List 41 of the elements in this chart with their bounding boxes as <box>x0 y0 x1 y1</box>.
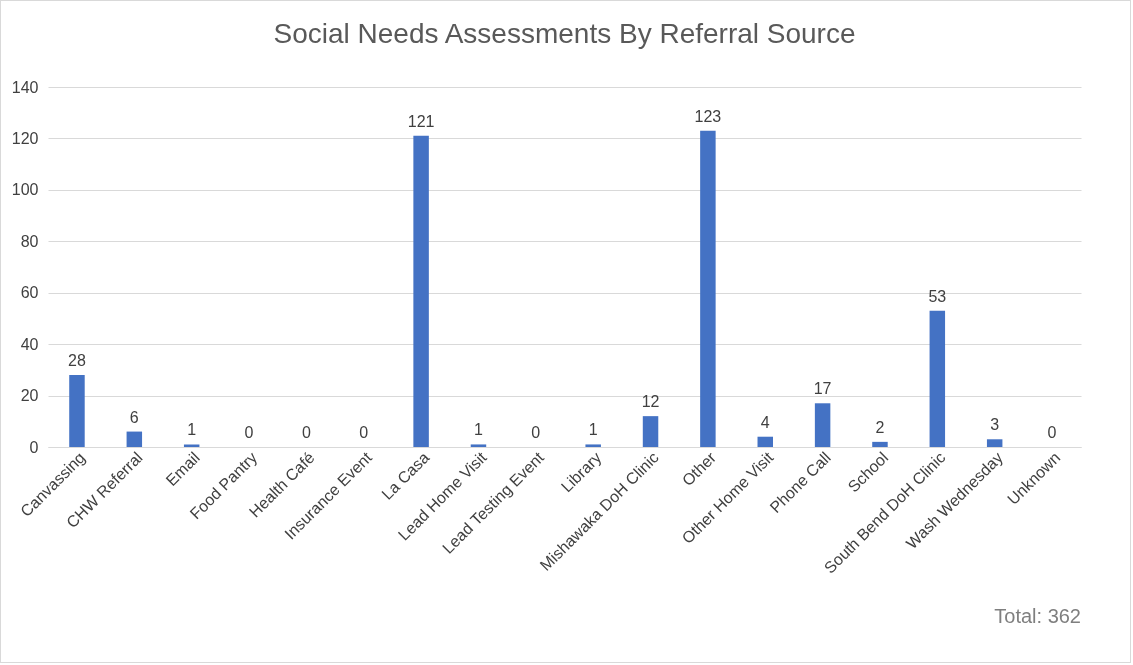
bar <box>69 375 85 447</box>
chart-title: Social Needs Assessments By Referral Source <box>273 18 856 49</box>
data-label: 0 <box>244 424 254 441</box>
bar <box>814 403 831 447</box>
bar <box>126 431 143 447</box>
bar <box>872 441 888 447</box>
data-label: 0 <box>359 424 369 441</box>
bar <box>757 436 773 447</box>
data-label: 3 <box>990 416 1000 434</box>
bar <box>986 439 1003 447</box>
y-tick-label: 40 <box>20 335 39 353</box>
data-label: 0 <box>1047 424 1057 441</box>
data-label: 53 <box>928 287 947 305</box>
data-label: 28 <box>68 352 86 369</box>
bar <box>585 444 601 447</box>
bar <box>642 416 659 447</box>
data-label: 123 <box>694 107 722 125</box>
y-tick-label: 80 <box>20 232 39 250</box>
bar <box>700 130 716 447</box>
data-label: 6 <box>129 408 139 426</box>
data-label: 2 <box>875 418 885 436</box>
data-label: 4 <box>760 413 770 431</box>
y-tick-label: 0 <box>29 438 39 456</box>
bar <box>413 135 429 447</box>
data-label: 12 <box>641 393 660 411</box>
data-label: 17 <box>813 380 832 398</box>
bar <box>929 310 946 447</box>
data-label: 1 <box>588 421 598 439</box>
y-tick-label: 60 <box>20 284 39 302</box>
text: Total: 362 <box>994 605 1081 627</box>
y-tick-label: 20 <box>20 387 39 405</box>
y-tick-label: 120 <box>11 129 39 147</box>
y-tick-label: 100 <box>11 181 39 199</box>
y-tick-label: 140 <box>11 78 39 96</box>
data-label: 1 <box>474 421 484 439</box>
bar <box>470 444 487 447</box>
data-label: 0 <box>531 424 541 441</box>
data-label: 1 <box>187 421 197 439</box>
data-label: 0 <box>301 424 311 441</box>
data-label: 121 <box>407 112 435 130</box>
bar <box>183 444 200 447</box>
